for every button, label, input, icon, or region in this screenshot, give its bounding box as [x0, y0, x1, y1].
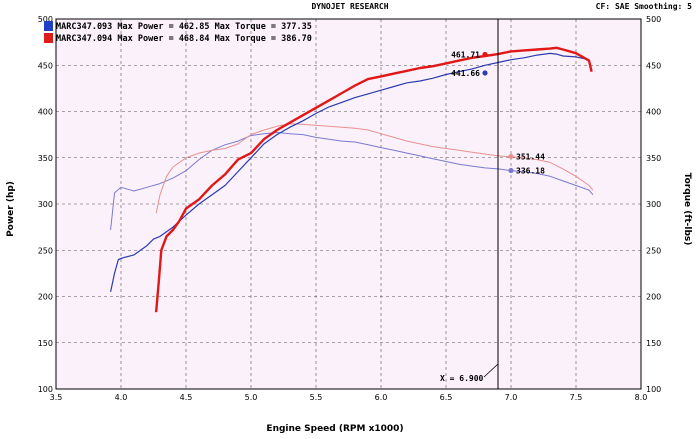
x-tick-label: 5.5 [310, 393, 323, 402]
y-tick-label-left: 200 [38, 293, 53, 302]
y-tick-label-right: 250 [646, 246, 661, 255]
x-tick-label: 3.5 [50, 393, 63, 402]
series-line-3 [110, 132, 594, 230]
annotation-marker [482, 51, 488, 58]
y-tick-label-right: 200 [646, 293, 661, 302]
annotation-value: 441.66 [451, 69, 480, 78]
annotation-marker [508, 167, 514, 174]
cursor-leader [483, 363, 499, 378]
y-tick-label-right: 150 [646, 339, 661, 348]
x-tick-label: 6.0 [375, 393, 388, 402]
x-tick-label: 7.5 [570, 393, 583, 402]
y-tick-label-left: 500 [38, 15, 53, 24]
x-tick-label: 6.5 [440, 393, 453, 402]
y-tick-label-right: 300 [646, 200, 661, 209]
series-layer [110, 46, 594, 313]
legend-swatch [44, 33, 53, 43]
y-tick-label-left: 450 [38, 61, 53, 70]
legend-swatch [44, 21, 53, 31]
x-axis-label: Engine Speed (RPM x1000) [266, 424, 403, 434]
y-tick-label-left: 100 [38, 385, 53, 394]
series-line-1 [110, 52, 590, 293]
legend-entry: MARC347.093 Max Power = 462.85 Max Torqu… [56, 22, 312, 32]
x-tick-label: 8.0 [635, 393, 648, 402]
x-tick-label: 4.5 [180, 393, 193, 402]
series-line-2 [154, 46, 593, 313]
annotation-value: 461.71 [451, 50, 480, 59]
x-tick-label: 4.0 [115, 393, 128, 402]
legend: MARC347.093 Max Power = 462.85 Max Torqu… [44, 21, 312, 44]
y-axis-label-power: Power (hp) [6, 181, 16, 237]
y-tick-label-right: 500 [646, 15, 661, 24]
annotation-value: 351.44 [516, 152, 545, 161]
y-tick-label-left: 350 [38, 154, 53, 163]
x-tick-label: 5.0 [245, 393, 258, 402]
header-title: DYNOJET RESEARCH [311, 2, 388, 11]
plot-area[interactable] [56, 19, 641, 389]
annotation-marker [482, 70, 488, 76]
series-line-4 [155, 123, 594, 214]
y-tick-label-right: 350 [646, 154, 661, 163]
annotation-value: 336.18 [516, 167, 545, 176]
y-tick-label-left: 150 [38, 339, 53, 348]
y-axis-label-torque: Torque (ft-lbs) [682, 173, 692, 246]
plot-frame [55, 18, 642, 390]
annotations-layer: 461.71 441.66 351.44 336.18 [451, 50, 545, 175]
grid-lines [56, 19, 641, 389]
header-settings: CF: SAE Smoothing: 5 [596, 1, 693, 11]
x-tick-label: 7.0 [505, 393, 518, 402]
y-tick-label-left: 400 [38, 108, 53, 117]
y-tick-label-left: 300 [38, 200, 53, 209]
legend-entry: MARC347.094 Max Power = 468.84 Max Torqu… [56, 34, 312, 44]
y-tick-label-right: 450 [646, 61, 661, 70]
y-tick-label-right: 100 [646, 385, 661, 394]
cursor-readout: X = 6.900 [440, 374, 484, 383]
y-tick-label-left: 250 [38, 246, 53, 255]
annotation-marker [508, 153, 514, 160]
y-tick-label-right: 400 [646, 108, 661, 117]
